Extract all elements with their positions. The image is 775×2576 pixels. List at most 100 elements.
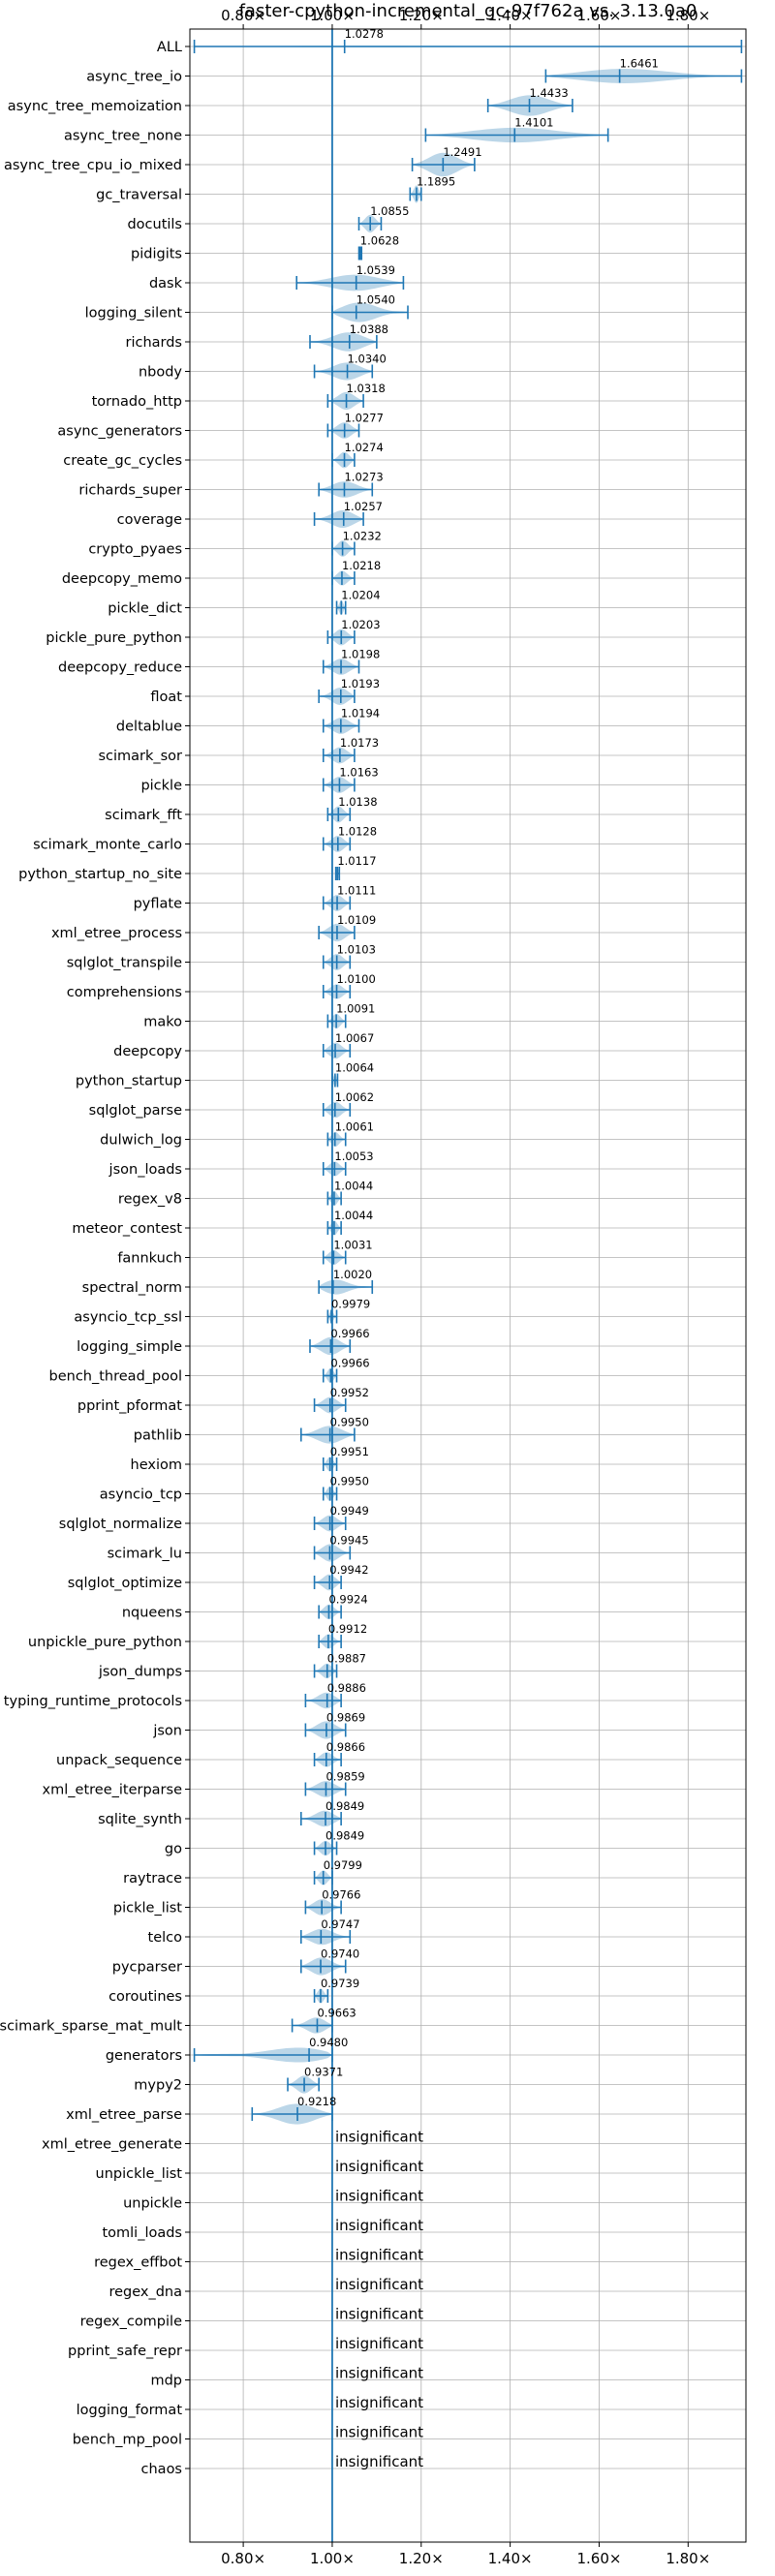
- value-label: 1.0091: [336, 1002, 375, 1016]
- benchmark-label: json: [152, 1724, 182, 1739]
- value-label: 1.0855: [370, 204, 409, 218]
- value-label: 1.0044: [334, 1209, 373, 1222]
- benchmark-label: deepcopy_memo: [62, 571, 182, 587]
- value-label: 0.9950: [330, 1475, 369, 1488]
- value-label: 0.9924: [328, 1593, 367, 1607]
- value-label: 0.9942: [329, 1563, 368, 1577]
- benchmark-label: pickle_pure_python: [46, 630, 182, 646]
- value-label: 0.9739: [321, 1977, 359, 1990]
- benchmark-label: nqueens: [122, 1606, 182, 1621]
- value-label: 0.9966: [330, 1357, 369, 1370]
- benchmark-label: richards: [125, 335, 182, 351]
- insignificant-label: insignificant: [335, 2129, 423, 2146]
- benchmark-label: typing_runtime_protocols: [4, 1694, 182, 1709]
- benchmark-label: python_startup: [76, 1074, 182, 1089]
- benchmark-label: spectral_norm: [82, 1280, 182, 1296]
- x-tick-label-top: 0.80×: [221, 7, 265, 24]
- grid-lines: [190, 29, 746, 2542]
- value-label: 1.0062: [335, 1090, 374, 1104]
- benchmark-label: telco: [148, 1930, 183, 1946]
- value-label: 1.0111: [337, 884, 376, 898]
- benchmark-label: logging_format: [77, 2403, 183, 2418]
- benchmark-label: pyflate: [134, 897, 182, 912]
- value-label: 1.6461: [620, 57, 659, 71]
- benchmark-label: bench_thread_pool: [49, 1369, 182, 1385]
- benchmark-label: sqlglot_normalize: [59, 1517, 182, 1532]
- value-label: 0.9859: [326, 1770, 364, 1784]
- value-label: 1.0163: [339, 766, 378, 780]
- benchmark-label: pidigits: [131, 247, 182, 262]
- benchmark-label: pathlib: [134, 1428, 182, 1444]
- value-label: 1.0138: [338, 795, 377, 809]
- value-label: 1.0064: [335, 1061, 374, 1075]
- insignificant-label: insignificant: [335, 2424, 423, 2441]
- value-label: 1.0067: [335, 1031, 374, 1045]
- benchmark-label: sqlglot_optimize: [68, 1576, 182, 1591]
- benchmark-label: gc_traversal: [96, 188, 182, 203]
- insignificant-label: insignificant: [335, 2217, 423, 2234]
- x-tick-label-top: 1.40×: [488, 7, 533, 24]
- benchmark-label: regex_compile: [80, 2315, 182, 2330]
- value-label: 1.0218: [342, 559, 381, 572]
- x-axis: 0.80× 0.80× 1.00× 1.00× 1.20× 1.20× 1.40× 1.40×…: [185, 7, 710, 2567]
- value-label: 0.9952: [330, 1386, 369, 1399]
- benchmark-label: xml_etree_generate: [42, 2137, 182, 2153]
- value-label: 1.1895: [417, 175, 455, 189]
- benchmark-label: richards_super: [78, 483, 182, 499]
- benchmark-label: tornado_http: [92, 394, 182, 410]
- value-label: 1.2491: [443, 145, 481, 159]
- benchmark-label: sqlglot_transpile: [67, 956, 182, 971]
- value-label: 1.0278: [345, 27, 384, 41]
- value-label: 1.0628: [360, 234, 399, 248]
- benchmark-label: logging_simple: [77, 1339, 182, 1355]
- insignificant-label: insignificant: [335, 2453, 423, 2470]
- value-label: 1.0109: [337, 913, 376, 927]
- benchmark-label: async_tree_none: [64, 129, 182, 144]
- value-label: 1.0198: [341, 648, 380, 661]
- benchmark-label: fannkuch: [117, 1251, 182, 1267]
- value-label: 0.9979: [331, 1298, 370, 1311]
- value-label: 1.0173: [340, 736, 379, 750]
- benchmark-label: mypy2: [134, 2078, 182, 2094]
- benchmark-label: chaos: [141, 2462, 182, 2477]
- benchmark-label: async_tree_memoization: [8, 99, 182, 114]
- benchmark-label: regex_effbot: [94, 2255, 182, 2271]
- x-tick-label-bottom: 0.80×: [221, 2550, 265, 2567]
- value-label: 1.0204: [341, 589, 380, 602]
- benchmark-label: ALL: [157, 40, 182, 55]
- benchmark-label: pickle_list: [113, 1901, 182, 1917]
- benchmark-label: mako: [143, 1015, 182, 1030]
- value-label: 0.9945: [329, 1534, 368, 1548]
- insignificant-label: insignificant: [335, 2247, 423, 2264]
- benchmark-label: comprehensions: [67, 985, 182, 1000]
- value-label: 0.9912: [328, 1622, 367, 1636]
- value-label: 0.9663: [317, 2007, 356, 2020]
- benchmark-label: regex_v8: [118, 1192, 182, 1208]
- x-tick-label-bottom: 1.60×: [576, 2550, 621, 2567]
- benchmark-label: generators: [106, 2048, 182, 2064]
- benchmark-label: deepcopy: [113, 1044, 182, 1059]
- benchmark-label: xml_etree_parse: [66, 2107, 182, 2123]
- value-label: 0.9950: [330, 1416, 369, 1429]
- benchmark-label: crypto_pyaes: [88, 542, 182, 558]
- benchmark-label: asyncio_tcp_ssl: [74, 1310, 182, 1326]
- value-label: 0.9218: [297, 2095, 336, 2108]
- value-label: 1.0194: [341, 707, 380, 721]
- value-label: 0.9849: [326, 1799, 364, 1813]
- labels: ALL async_tree_io async_tree_memoizationas…: [0, 27, 659, 2477]
- value-label: 1.0061: [335, 1120, 374, 1134]
- benchmark-label: tomli_loads: [102, 2225, 182, 2241]
- value-label: 1.0539: [356, 263, 395, 277]
- value-label: 0.9886: [327, 1681, 366, 1695]
- insignificant-label: insignificant: [335, 2276, 423, 2293]
- benchmark-label: scimark_monte_carlo: [33, 838, 182, 853]
- benchmark-label: json_loads: [108, 1162, 182, 1178]
- benchmark-label: pycparser: [112, 1960, 182, 1976]
- x-tick-label-top: 1.80×: [666, 7, 710, 24]
- benchmark-label: pickle_dict: [108, 601, 182, 617]
- value-label: 1.0103: [337, 943, 376, 957]
- benchmark-label: docutils: [127, 217, 182, 232]
- benchmark-label: async_tree_cpu_io_mixed: [4, 158, 182, 173]
- benchmark-label: async_tree_io: [86, 70, 182, 85]
